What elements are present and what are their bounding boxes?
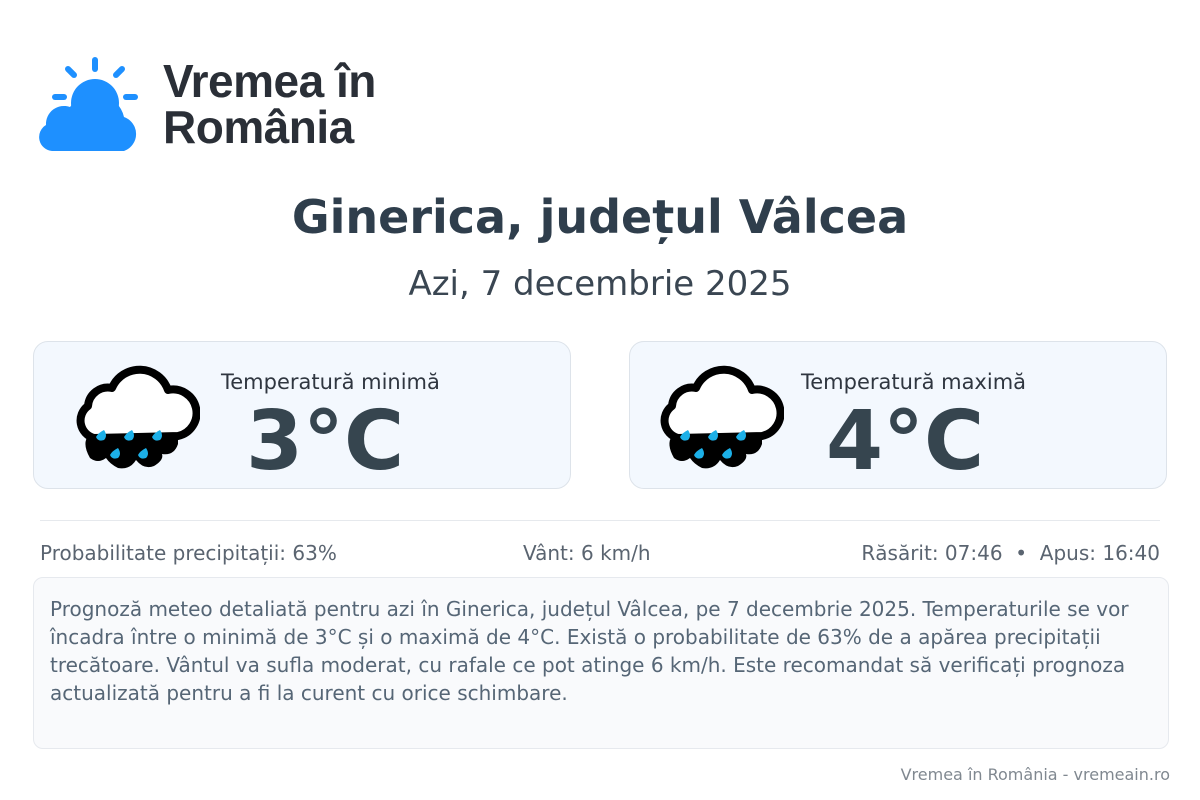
divider — [40, 520, 1160, 521]
wind-stat: Vânt: 6 km/h — [523, 541, 651, 565]
sun-cloud-icon — [39, 57, 138, 151]
footer-credit[interactable]: Vremea în România - vremeain.ro — [900, 765, 1170, 784]
max-temp-card: Temperatură maximă 4°C — [629, 341, 1167, 489]
brand-name: Vremea în România — [163, 55, 376, 153]
sunrise-sunset-stat: Răsărit: 07:46 • Apus: 16:40 — [861, 541, 1160, 565]
page-date: Azi, 7 decembrie 2025 — [408, 264, 792, 304]
page-title: Ginerica, județul Vâlcea — [291, 190, 909, 244]
min-temp-card: Temperatură minimă 3°C — [33, 341, 571, 489]
rain-cloud-icon — [660, 365, 784, 469]
brand-logo[interactable]: Vremea în România — [38, 55, 376, 153]
min-temp-label: Temperatură minimă — [221, 370, 440, 394]
max-temp-value: 4°C — [826, 394, 985, 489]
precipitation-stat: Probabilitate precipitații: 63% — [40, 541, 337, 565]
rain-cloud-icon — [76, 365, 200, 469]
forecast-description: Prognoză meteo detaliată pentru azi în G… — [33, 577, 1169, 749]
min-temp-value: 3°C — [246, 394, 405, 489]
max-temp-label: Temperatură maximă — [801, 370, 1027, 394]
